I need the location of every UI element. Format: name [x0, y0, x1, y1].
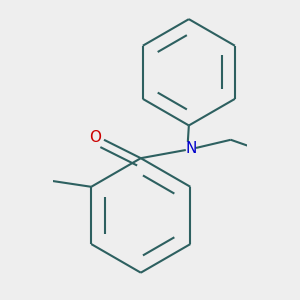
Text: O: O [89, 130, 101, 145]
Text: N: N [185, 142, 196, 157]
